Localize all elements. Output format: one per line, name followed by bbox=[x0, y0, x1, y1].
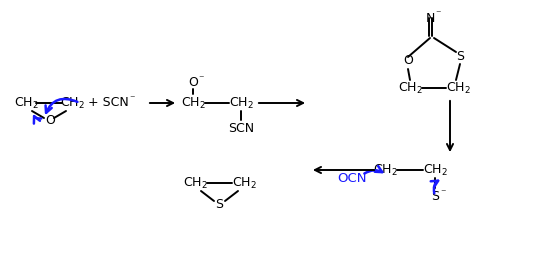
Text: ⁻: ⁻ bbox=[198, 74, 204, 84]
Text: O: O bbox=[403, 55, 413, 68]
Text: ⁻: ⁻ bbox=[129, 94, 135, 104]
Text: CH$_2$: CH$_2$ bbox=[398, 81, 422, 96]
Text: SCN: SCN bbox=[228, 122, 254, 135]
Text: ⁻: ⁻ bbox=[440, 188, 446, 198]
Text: CH$_2$: CH$_2$ bbox=[232, 176, 256, 190]
Text: O: O bbox=[45, 115, 55, 128]
Text: S: S bbox=[215, 198, 223, 212]
Text: + SCN: + SCN bbox=[87, 97, 128, 109]
Text: CH$_2$: CH$_2$ bbox=[59, 96, 85, 110]
Text: S: S bbox=[431, 190, 439, 203]
Text: CH$_2$: CH$_2$ bbox=[229, 96, 254, 110]
Text: CH$_2$: CH$_2$ bbox=[446, 81, 470, 96]
Text: N: N bbox=[425, 11, 435, 24]
Text: CH$_2$: CH$_2$ bbox=[180, 96, 206, 110]
Text: OCN: OCN bbox=[337, 171, 367, 184]
Text: S: S bbox=[456, 50, 464, 62]
Text: O: O bbox=[188, 76, 198, 89]
Text: ⁻: ⁻ bbox=[435, 9, 441, 19]
Text: CH$_2$: CH$_2$ bbox=[422, 163, 448, 178]
Text: CH$_2$: CH$_2$ bbox=[14, 96, 38, 110]
Text: CH$_2$: CH$_2$ bbox=[183, 176, 207, 190]
Text: CH$_2$: CH$_2$ bbox=[372, 163, 398, 178]
